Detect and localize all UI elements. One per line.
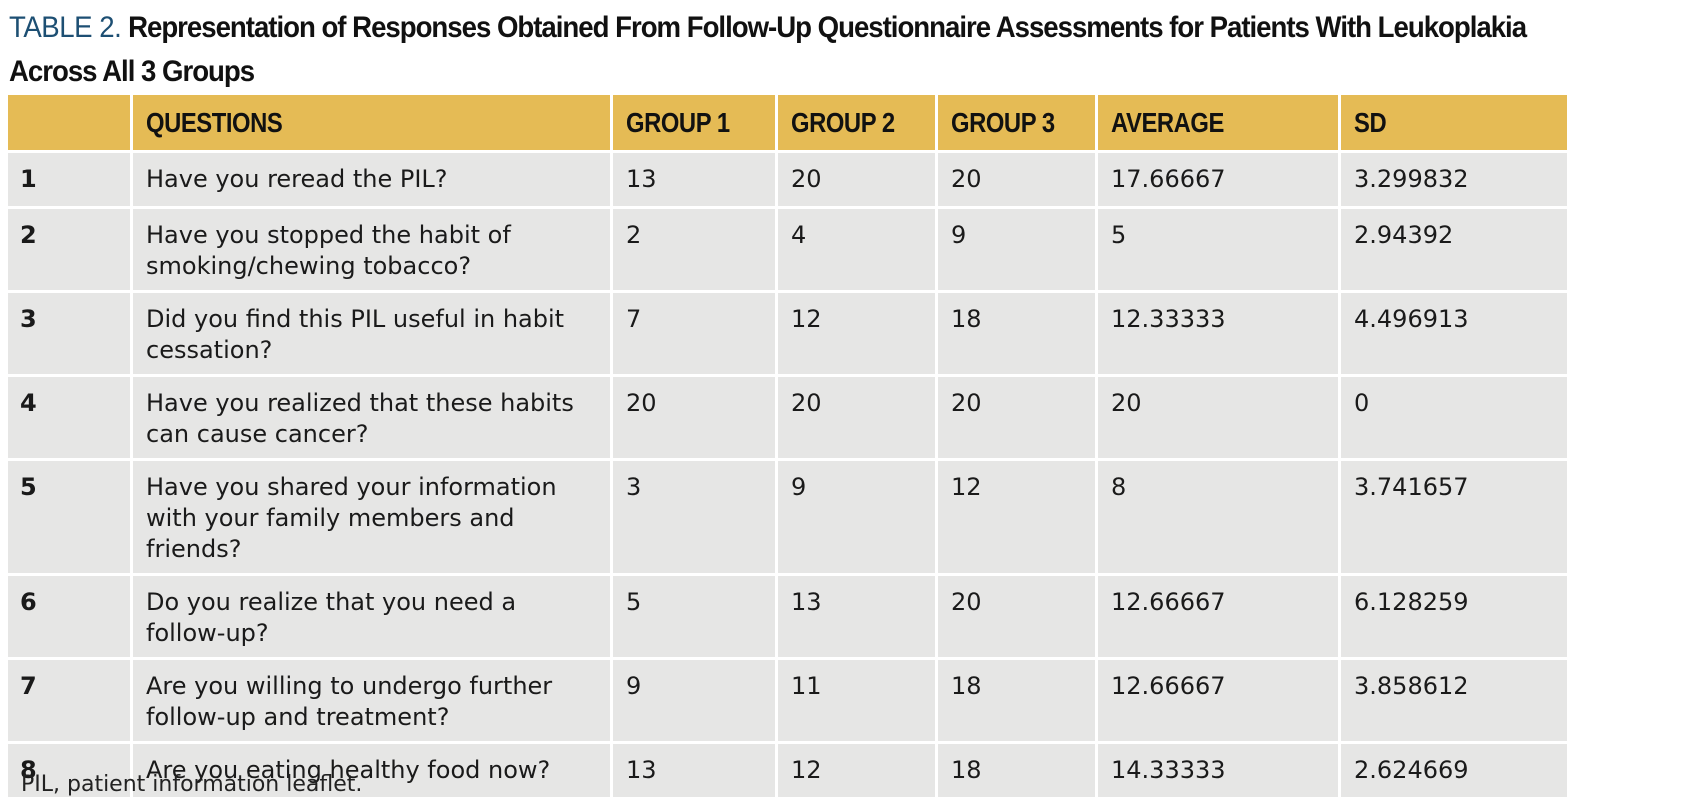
group-3-cell: 9 (938, 209, 1095, 290)
table-title: TABLE 2. Representation of Responses Obt… (9, 6, 1555, 94)
sd-cell: 4.496913 (1341, 293, 1567, 374)
average-cell: 14.33333 (1098, 744, 1338, 797)
question-cell: Have you realized that these habits can … (133, 377, 610, 458)
footnote: PIL, patient information leaflet. (21, 772, 363, 797)
group-1-cell: 9 (613, 660, 775, 741)
group-1-cell: 13 (613, 744, 775, 797)
header-group-2: GROUP 2 (778, 95, 935, 150)
question-cell: Have you shared your information with yo… (133, 461, 610, 573)
table-label: TABLE 2. (9, 11, 122, 44)
sd-cell: 3.299832 (1341, 153, 1567, 206)
header-group-1: GROUP 1 (613, 95, 775, 150)
row-number: 1 (8, 153, 130, 206)
table-row: 3 Did you find this PIL useful in habit … (8, 293, 1567, 374)
header-number (8, 95, 130, 150)
table-row: 5 Have you shared your information with … (8, 461, 1567, 573)
group-1-cell: 20 (613, 377, 775, 458)
group-1-cell: 2 (613, 209, 775, 290)
group-1-cell: 13 (613, 153, 775, 206)
row-number: 2 (8, 209, 130, 290)
average-cell: 12.66667 (1098, 660, 1338, 741)
table-row: 8 Are you eating healthy food now? 13 12… (8, 744, 1567, 797)
header-group-3: GROUP 3 (938, 95, 1095, 150)
table-row: 2 Have you stopped the habit of smoking/… (8, 209, 1567, 290)
row-number: 6 (8, 576, 130, 657)
sd-cell: 2.94392 (1341, 209, 1567, 290)
question-cell: Have you reread the PIL? (133, 153, 610, 206)
group-2-cell: 9 (778, 461, 935, 573)
average-cell: 12.66667 (1098, 576, 1338, 657)
sd-cell: 6.128259 (1341, 576, 1567, 657)
average-cell: 8 (1098, 461, 1338, 573)
group-3-cell: 20 (938, 576, 1095, 657)
table-row: 7 Are you willing to undergo further fol… (8, 660, 1567, 741)
table-caption: Representation of Responses Obtained Fro… (9, 11, 1527, 88)
group-2-cell: 4 (778, 209, 935, 290)
group-3-cell: 18 (938, 744, 1095, 797)
row-number: 5 (8, 461, 130, 573)
row-number: 8 (8, 744, 130, 797)
header-average: AVERAGE (1098, 95, 1338, 150)
row-number: 4 (8, 377, 130, 458)
row-number: 3 (8, 293, 130, 374)
header-sd: SD (1341, 95, 1567, 150)
group-1-cell: 7 (613, 293, 775, 374)
group-2-cell: 12 (778, 744, 935, 797)
sd-cell: 3.741657 (1341, 461, 1567, 573)
header-row: QUESTIONS GROUP 1 GROUP 2 GROUP 3 AVERAG… (8, 95, 1567, 150)
sd-cell: 2.624669 (1341, 744, 1567, 797)
average-cell: 20 (1098, 377, 1338, 458)
table-row: 1 Have you reread the PIL? 13 20 20 17.6… (8, 153, 1567, 206)
group-3-cell: 20 (938, 377, 1095, 458)
row-number: 7 (8, 660, 130, 741)
group-2-cell: 20 (778, 153, 935, 206)
group-3-cell: 18 (938, 293, 1095, 374)
average-cell: 5 (1098, 209, 1338, 290)
group-2-cell: 13 (778, 576, 935, 657)
average-cell: 17.66667 (1098, 153, 1338, 206)
data-table: QUESTIONS GROUP 1 GROUP 2 GROUP 3 AVERAG… (5, 92, 1570, 800)
group-1-cell: 5 (613, 576, 775, 657)
sd-cell: 0 (1341, 377, 1567, 458)
group-3-cell: 18 (938, 660, 1095, 741)
question-cell: Are you eating healthy food now? (133, 744, 610, 797)
average-cell: 12.33333 (1098, 293, 1338, 374)
group-3-cell: 12 (938, 461, 1095, 573)
table-row: 4 Have you realized that these habits ca… (8, 377, 1567, 458)
group-3-cell: 20 (938, 153, 1095, 206)
table-row: 6 Do you realize that you need a follow-… (8, 576, 1567, 657)
question-cell: Have you stopped the habit of smoking/ch… (133, 209, 610, 290)
header-questions: QUESTIONS (133, 95, 610, 150)
group-2-cell: 20 (778, 377, 935, 458)
group-2-cell: 11 (778, 660, 935, 741)
sd-cell: 3.858612 (1341, 660, 1567, 741)
question-cell: Did you find this PIL useful in habit ce… (133, 293, 610, 374)
group-1-cell: 3 (613, 461, 775, 573)
group-2-cell: 12 (778, 293, 935, 374)
question-cell: Do you realize that you need a follow-up… (133, 576, 610, 657)
question-cell: Are you willing to undergo further follo… (133, 660, 610, 741)
